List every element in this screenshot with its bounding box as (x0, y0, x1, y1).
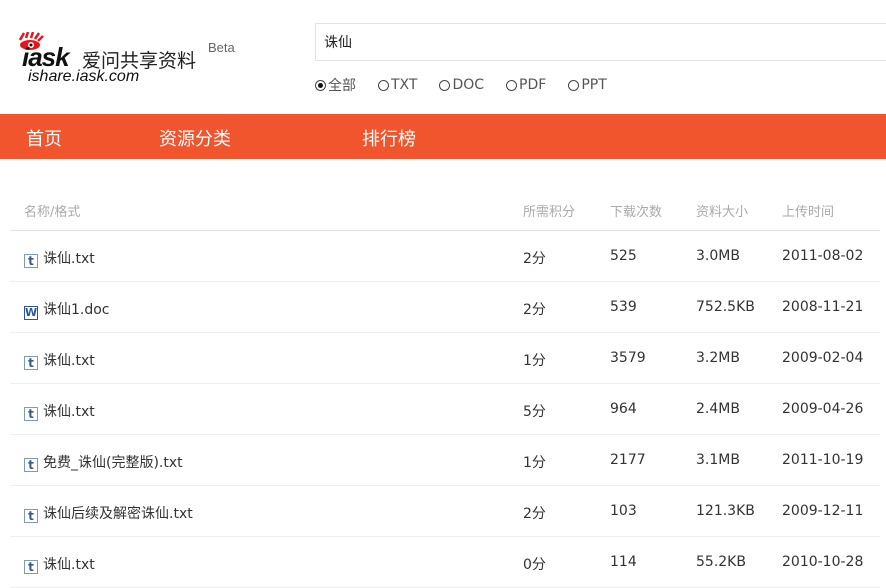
col-name[interactable]: 名称/格式 (24, 205, 81, 220)
table-header: 名称/格式 所需积分 下载次数 资料大小 上传时间 (10, 185, 880, 231)
col-points[interactable]: 所需积分 (523, 205, 576, 220)
filter-txt[interactable]: TXT (378, 75, 417, 95)
table-row[interactable]: W 诛仙1.doc 2分 539 752.5KB 2008-11-21 (10, 282, 880, 333)
beta-label: Beta (208, 40, 235, 55)
downloads-cell: 3579 (610, 350, 646, 366)
points-cell: 2分 (523, 302, 546, 318)
file-link[interactable]: 诛仙.txt (43, 251, 95, 267)
radio-icon (568, 79, 580, 91)
points-cell: 2分 (523, 506, 546, 522)
file-name-cell: t 诛仙.txt (24, 401, 95, 421)
size-cell: 2.4MB (696, 401, 740, 417)
date-cell: 2009-12-11 (782, 503, 864, 519)
filter-label: PDF (519, 77, 547, 93)
table-row[interactable]: t 免费_诛仙(完整版).txt 1分 2177 3.1MB 2011-10-19 (10, 435, 880, 486)
filter-ppt[interactable]: PPT (568, 75, 607, 95)
txt-file-icon: t (24, 356, 38, 370)
file-name-cell: t 诛仙.txt (24, 350, 95, 370)
logo-name: 爱问共享资料 (82, 50, 197, 72)
file-name-cell: t 诛仙.txt (24, 248, 95, 268)
radio-icon (439, 79, 451, 91)
doc-file-icon: W (24, 306, 38, 320)
col-downloads[interactable]: 下载次数 (610, 205, 663, 220)
header: iask 爱问共享资料 ishare.iask.com Beta 诛仙 全部 T… (0, 0, 886, 114)
points-cell: 1分 (523, 353, 546, 369)
main-nav: 首页 资源分类 排行榜 (0, 114, 886, 159)
file-link[interactable]: 诛仙后续及解密诛仙.txt (43, 506, 193, 522)
table-row[interactable]: t 诛仙.txt 0分 114 55.2KB 2010-10-28 (10, 537, 880, 588)
file-link[interactable]: 免费_诛仙(完整版).txt (43, 455, 183, 471)
txt-file-icon: t (24, 509, 38, 523)
txt-file-icon: t (24, 254, 38, 268)
downloads-cell: 2177 (610, 452, 646, 468)
filter-doc[interactable]: DOC (439, 75, 484, 95)
size-cell: 55.2KB (696, 554, 746, 570)
size-cell: 3.2MB (696, 350, 740, 366)
table-row[interactable]: t 诛仙.txt 2分 525 3.0MB 2011-08-02 (10, 231, 880, 282)
size-cell: 752.5KB (696, 299, 755, 315)
radio-icon (378, 79, 389, 91)
txt-file-icon: t (24, 560, 38, 574)
results-table: 名称/格式 所需积分 下载次数 资料大小 上传时间 t 诛仙.txt 2分 525… (10, 185, 880, 588)
radio-icon (506, 79, 518, 91)
file-link[interactable]: 诛仙.txt (43, 404, 95, 420)
downloads-cell: 103 (610, 503, 637, 519)
points-cell: 0分 (523, 557, 546, 573)
iask-logo[interactable]: iask 爱问共享资料 ishare.iask.com Beta (16, 28, 246, 88)
points-cell: 1分 (523, 455, 546, 471)
size-cell: 3.0MB (696, 248, 740, 264)
points-cell: 2分 (523, 251, 546, 267)
filter-all[interactable]: 全部 (315, 75, 356, 95)
downloads-cell: 114 (610, 554, 637, 570)
col-date[interactable]: 上传时间 (782, 205, 835, 220)
file-link[interactable]: 诛仙1.doc (43, 302, 110, 318)
nav-categories[interactable]: 资源分类 (159, 129, 231, 150)
radio-checked-icon (315, 79, 326, 91)
format-filter: 全部 TXT DOC PDF PPT (315, 75, 629, 95)
filter-label: DOC (452, 77, 485, 93)
size-cell: 3.1MB (696, 452, 740, 468)
nav-rankings[interactable]: 排行榜 (362, 129, 416, 150)
table-row[interactable]: t 诛仙后续及解密诛仙.txt 2分 103 121.3KB 2009-12-11 (10, 486, 880, 537)
points-cell: 5分 (523, 404, 546, 420)
downloads-cell: 525 (610, 248, 637, 264)
logo-brand: iask (22, 42, 70, 72)
date-cell: 2009-02-04 (782, 350, 864, 366)
filter-label: PPT (581, 77, 607, 93)
table-row[interactable]: t 诛仙.txt 5分 964 2.4MB 2009-04-26 (10, 384, 880, 435)
txt-file-icon: t (24, 407, 38, 421)
logo-url: ishare.iask.com (28, 68, 140, 85)
filter-label: 全部 (328, 78, 356, 94)
filter-pdf[interactable]: PDF (506, 75, 546, 95)
file-link[interactable]: 诛仙.txt (43, 353, 95, 369)
nav-home[interactable]: 首页 (26, 129, 62, 150)
date-cell: 2010-10-28 (782, 554, 864, 570)
size-cell: 121.3KB (696, 503, 755, 519)
downloads-cell: 964 (610, 401, 637, 417)
file-name-cell: W 诛仙1.doc (24, 299, 110, 320)
eye-logo-icon (18, 32, 44, 50)
col-size[interactable]: 资料大小 (696, 205, 749, 220)
date-cell: 2008-11-21 (782, 299, 864, 315)
filter-label: TXT (391, 77, 418, 93)
downloads-cell: 539 (610, 299, 637, 315)
file-name-cell: t 诛仙.txt (24, 554, 95, 574)
file-name-cell: t 诛仙后续及解密诛仙.txt (24, 503, 193, 523)
table-row[interactable]: t 诛仙.txt 1分 3579 3.2MB 2009-02-04 (10, 333, 880, 384)
file-link[interactable]: 诛仙.txt (43, 557, 95, 573)
date-cell: 2011-10-19 (782, 452, 864, 468)
date-cell: 2009-04-26 (782, 401, 864, 417)
txt-file-icon: t (24, 458, 38, 472)
file-name-cell: t 免费_诛仙(完整版).txt (24, 452, 183, 472)
search-input[interactable]: 诛仙 (315, 23, 886, 61)
date-cell: 2011-08-02 (782, 248, 864, 264)
